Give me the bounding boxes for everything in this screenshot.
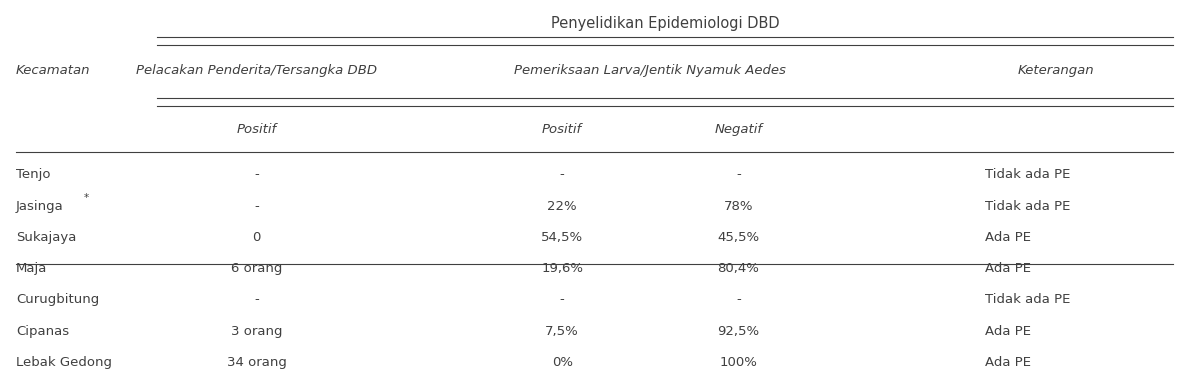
Text: *: * bbox=[84, 193, 89, 203]
Text: Tenjo: Tenjo bbox=[15, 169, 51, 182]
Text: Negatif: Negatif bbox=[715, 123, 762, 136]
Text: -: - bbox=[254, 200, 259, 213]
Text: Keterangan: Keterangan bbox=[1017, 64, 1094, 77]
Text: 34 orang: 34 orang bbox=[227, 356, 286, 369]
Text: Kecamatan: Kecamatan bbox=[15, 64, 90, 77]
Text: 0%: 0% bbox=[551, 356, 573, 369]
Text: Ada PE: Ada PE bbox=[985, 262, 1032, 275]
Text: Positif: Positif bbox=[542, 123, 582, 136]
Text: Lebak Gedong: Lebak Gedong bbox=[15, 356, 112, 369]
Text: 78%: 78% bbox=[724, 200, 754, 213]
Text: 80,4%: 80,4% bbox=[717, 262, 759, 275]
Text: Tidak ada PE: Tidak ada PE bbox=[985, 169, 1071, 182]
Text: -: - bbox=[560, 169, 564, 182]
Text: 54,5%: 54,5% bbox=[541, 231, 583, 244]
Text: 22%: 22% bbox=[548, 200, 577, 213]
Text: Tidak ada PE: Tidak ada PE bbox=[985, 200, 1071, 213]
Text: 92,5%: 92,5% bbox=[717, 325, 759, 338]
Text: Ada PE: Ada PE bbox=[985, 231, 1032, 244]
Text: 45,5%: 45,5% bbox=[717, 231, 759, 244]
Text: 7,5%: 7,5% bbox=[545, 325, 578, 338]
Text: -: - bbox=[254, 169, 259, 182]
Text: -: - bbox=[736, 293, 741, 306]
Text: Positif: Positif bbox=[237, 123, 277, 136]
Text: 6 orang: 6 orang bbox=[231, 262, 283, 275]
Text: Maja: Maja bbox=[15, 262, 47, 275]
Text: Ada PE: Ada PE bbox=[985, 356, 1032, 369]
Text: 19,6%: 19,6% bbox=[541, 262, 583, 275]
Text: Curugbitung: Curugbitung bbox=[15, 293, 99, 306]
Text: Ada PE: Ada PE bbox=[985, 325, 1032, 338]
Text: Jasinga: Jasinga bbox=[15, 200, 64, 213]
Text: -: - bbox=[560, 293, 564, 306]
Text: Sukajaya: Sukajaya bbox=[15, 231, 76, 244]
Text: 3 orang: 3 orang bbox=[231, 325, 283, 338]
Text: -: - bbox=[254, 293, 259, 306]
Text: 0: 0 bbox=[252, 231, 261, 244]
Text: Pelacakan Penderita/Tersangka DBD: Pelacakan Penderita/Tersangka DBD bbox=[136, 64, 377, 77]
Text: Tidak ada PE: Tidak ada PE bbox=[985, 293, 1071, 306]
Text: Pemeriksaan Larva/Jentik Nyamuk Aedes: Pemeriksaan Larva/Jentik Nyamuk Aedes bbox=[515, 64, 787, 77]
Text: 100%: 100% bbox=[719, 356, 757, 369]
Text: Cipanas: Cipanas bbox=[15, 325, 69, 338]
Text: Penyelidikan Epidemiologi DBD: Penyelidikan Epidemiologi DBD bbox=[550, 16, 780, 31]
Text: -: - bbox=[736, 169, 741, 182]
